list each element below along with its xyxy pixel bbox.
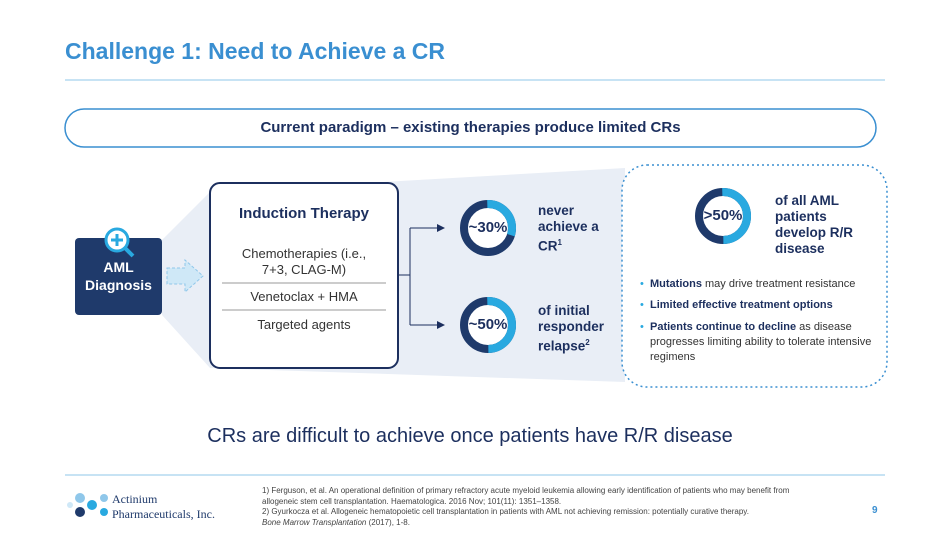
footnote-tail: (2017), 1-8. xyxy=(368,517,410,527)
bullet-bold: Patients continue to decline xyxy=(650,321,797,333)
footnote-ref: 2 xyxy=(585,338,590,347)
banner-box xyxy=(64,108,877,148)
journal: Bone Marrow Transplantation xyxy=(262,517,367,527)
donut-arc xyxy=(460,297,516,353)
page-number: 9 xyxy=(872,505,878,516)
bullet-text: as disease progresses limiting ability t… xyxy=(650,321,872,363)
connector xyxy=(398,228,411,325)
induction-title: Induction Therapy xyxy=(238,205,369,222)
logo-line: Actinium xyxy=(112,492,158,506)
stat-label: never achieve a CR xyxy=(538,203,599,254)
logo-text: Actinium Pharmaceuticals, Inc. xyxy=(112,492,215,522)
magnifier-handle xyxy=(123,246,135,258)
stat-text: never achieve a CR1 xyxy=(538,203,610,255)
footnote-ref: 1 xyxy=(557,238,562,247)
conclusion: CRs are difficult to achieve once patien… xyxy=(207,425,733,447)
footnotes: 1) Ferguson, et al. An operational defin… xyxy=(262,486,812,528)
bullet: Mutations may drive treatment resistance xyxy=(640,277,885,292)
bullet-text: may drive treatment resistance xyxy=(705,278,856,290)
logo-line: Pharmaceuticals, Inc. xyxy=(112,507,215,521)
stat-label: of initial responder relapse xyxy=(538,303,605,354)
diagnosis-box xyxy=(75,238,162,315)
stat-text: of all AML patients develop R/R disease xyxy=(775,193,854,256)
diagnosis-label: AML Diagnosis xyxy=(85,259,152,293)
stat-text: of initial responder relapse2 xyxy=(538,303,618,355)
footnote: 1) Ferguson, et al. An operational defin… xyxy=(262,486,790,506)
logo-mark xyxy=(67,493,108,517)
banner-text: Current paradigm – existing therapies pr… xyxy=(260,119,681,136)
footnote-source: Bone Marrow Transplantation (2017), 1-8. xyxy=(262,518,812,529)
donut-arc xyxy=(695,188,751,244)
induction-item: Targeted agents xyxy=(257,317,351,332)
plus-icon xyxy=(111,234,123,246)
bullet-bold: Limited effective treatment options xyxy=(650,299,833,311)
footnote: 2) Gyurkocza et al. Allogeneic hematopoi… xyxy=(262,507,749,516)
stat-value: ~30% xyxy=(468,219,508,236)
stat-value: >50% xyxy=(703,207,743,224)
title: Challenge 1: Need to Achieve a CR xyxy=(65,38,446,64)
bullet: Limited effective treatment options xyxy=(640,298,885,313)
arrow-right xyxy=(166,258,204,294)
induction-item: Chemotherapies (i.e., 7+3, CLAG-M) xyxy=(241,246,367,277)
induction-item: Venetoclax + HMA xyxy=(250,289,358,304)
bullet-bold: Mutations xyxy=(650,278,702,290)
bullet: Patients continue to decline as disease … xyxy=(640,320,885,365)
stat-value: ~50% xyxy=(468,316,508,333)
donut-arc xyxy=(460,200,516,256)
